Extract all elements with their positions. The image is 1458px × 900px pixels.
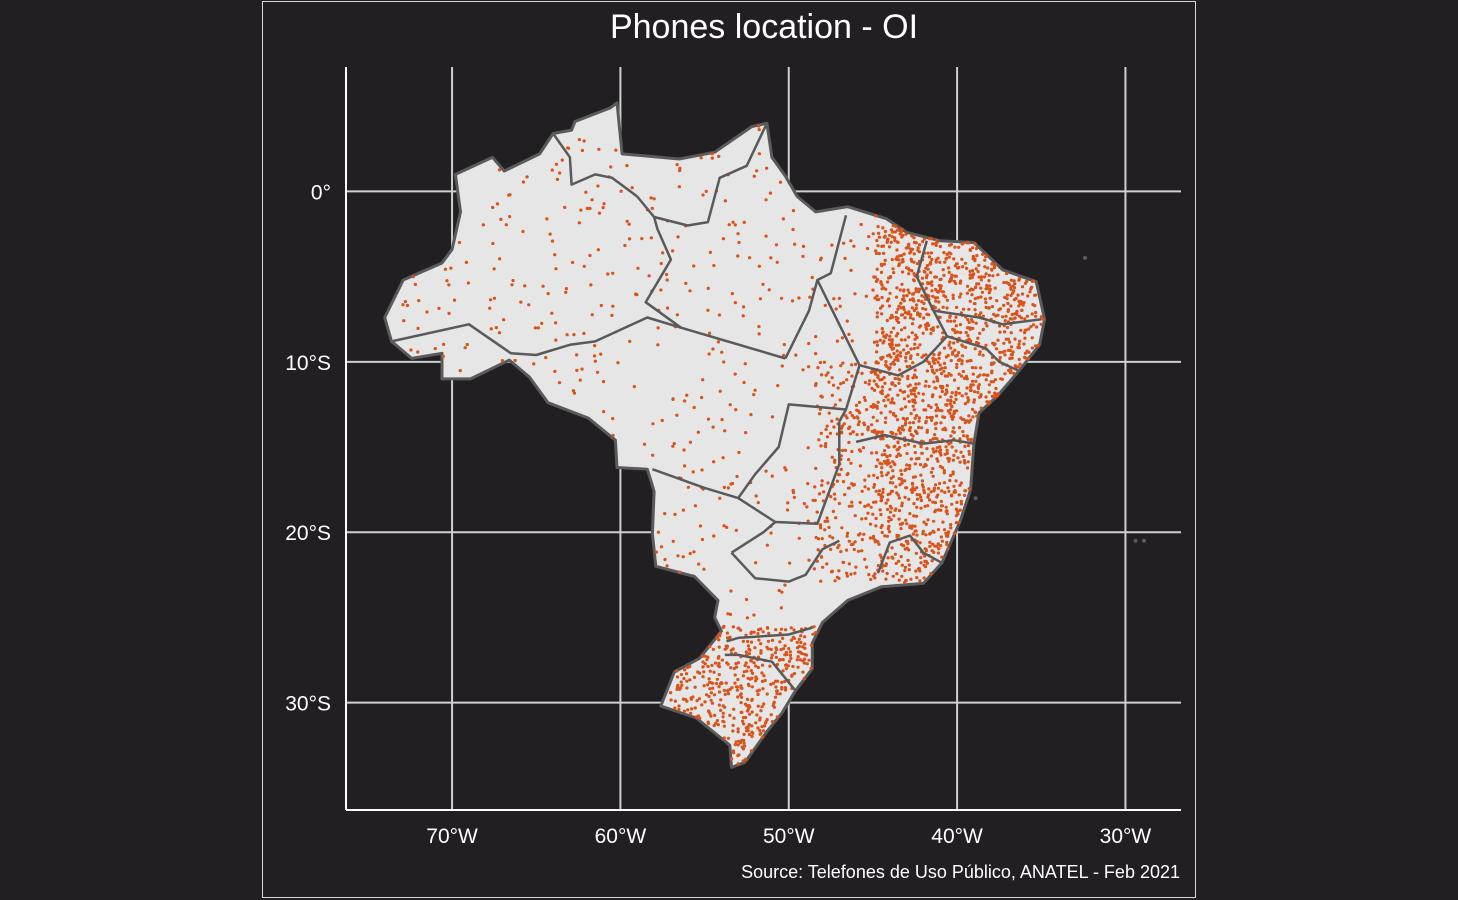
state-border [653,122,769,227]
lon-tick-label: 60°W [595,825,647,848]
lon-tick-label: 30°W [1100,825,1152,848]
state-border [730,539,840,583]
state-border [552,132,638,198]
state-border [391,316,786,360]
source-caption: Source: Telefones de Uso Público, ANATEL… [741,862,1180,882]
axes [345,67,1181,811]
state-border [636,195,682,329]
islands [973,255,1146,543]
state-border [855,433,975,445]
map-title: Phones location - OI [609,8,919,46]
island [1083,255,1088,260]
lat-tick-label: 20°S [285,522,331,545]
state-border [726,626,813,643]
lon-tick-label: 40°W [931,825,983,848]
lon-tick-label: 70°W [426,825,478,848]
lat-tick-label: 10°S [285,352,331,375]
tick-labels: 0° 10°S 20°S 30°S 70°W 60°W 50°W 40°W 30°W [285,181,1151,848]
island [973,496,978,501]
state-border [876,534,943,574]
lat-tick-label: 30°S [285,693,331,716]
phone-location-points [401,124,1045,766]
state-border [651,468,739,500]
brazil-landmass [383,101,1047,769]
state-border [724,653,797,692]
state-borders [391,122,1042,692]
state-border [730,521,777,554]
state-border [946,335,1019,372]
phone-points [401,124,1045,766]
lon-tick-label: 50°W [763,825,815,848]
island [1133,538,1138,543]
plot-frame [262,1,1196,898]
lat-tick-label: 0° [311,181,331,204]
island [1141,538,1146,543]
state-border [933,309,1042,326]
country-outline [383,101,1047,769]
